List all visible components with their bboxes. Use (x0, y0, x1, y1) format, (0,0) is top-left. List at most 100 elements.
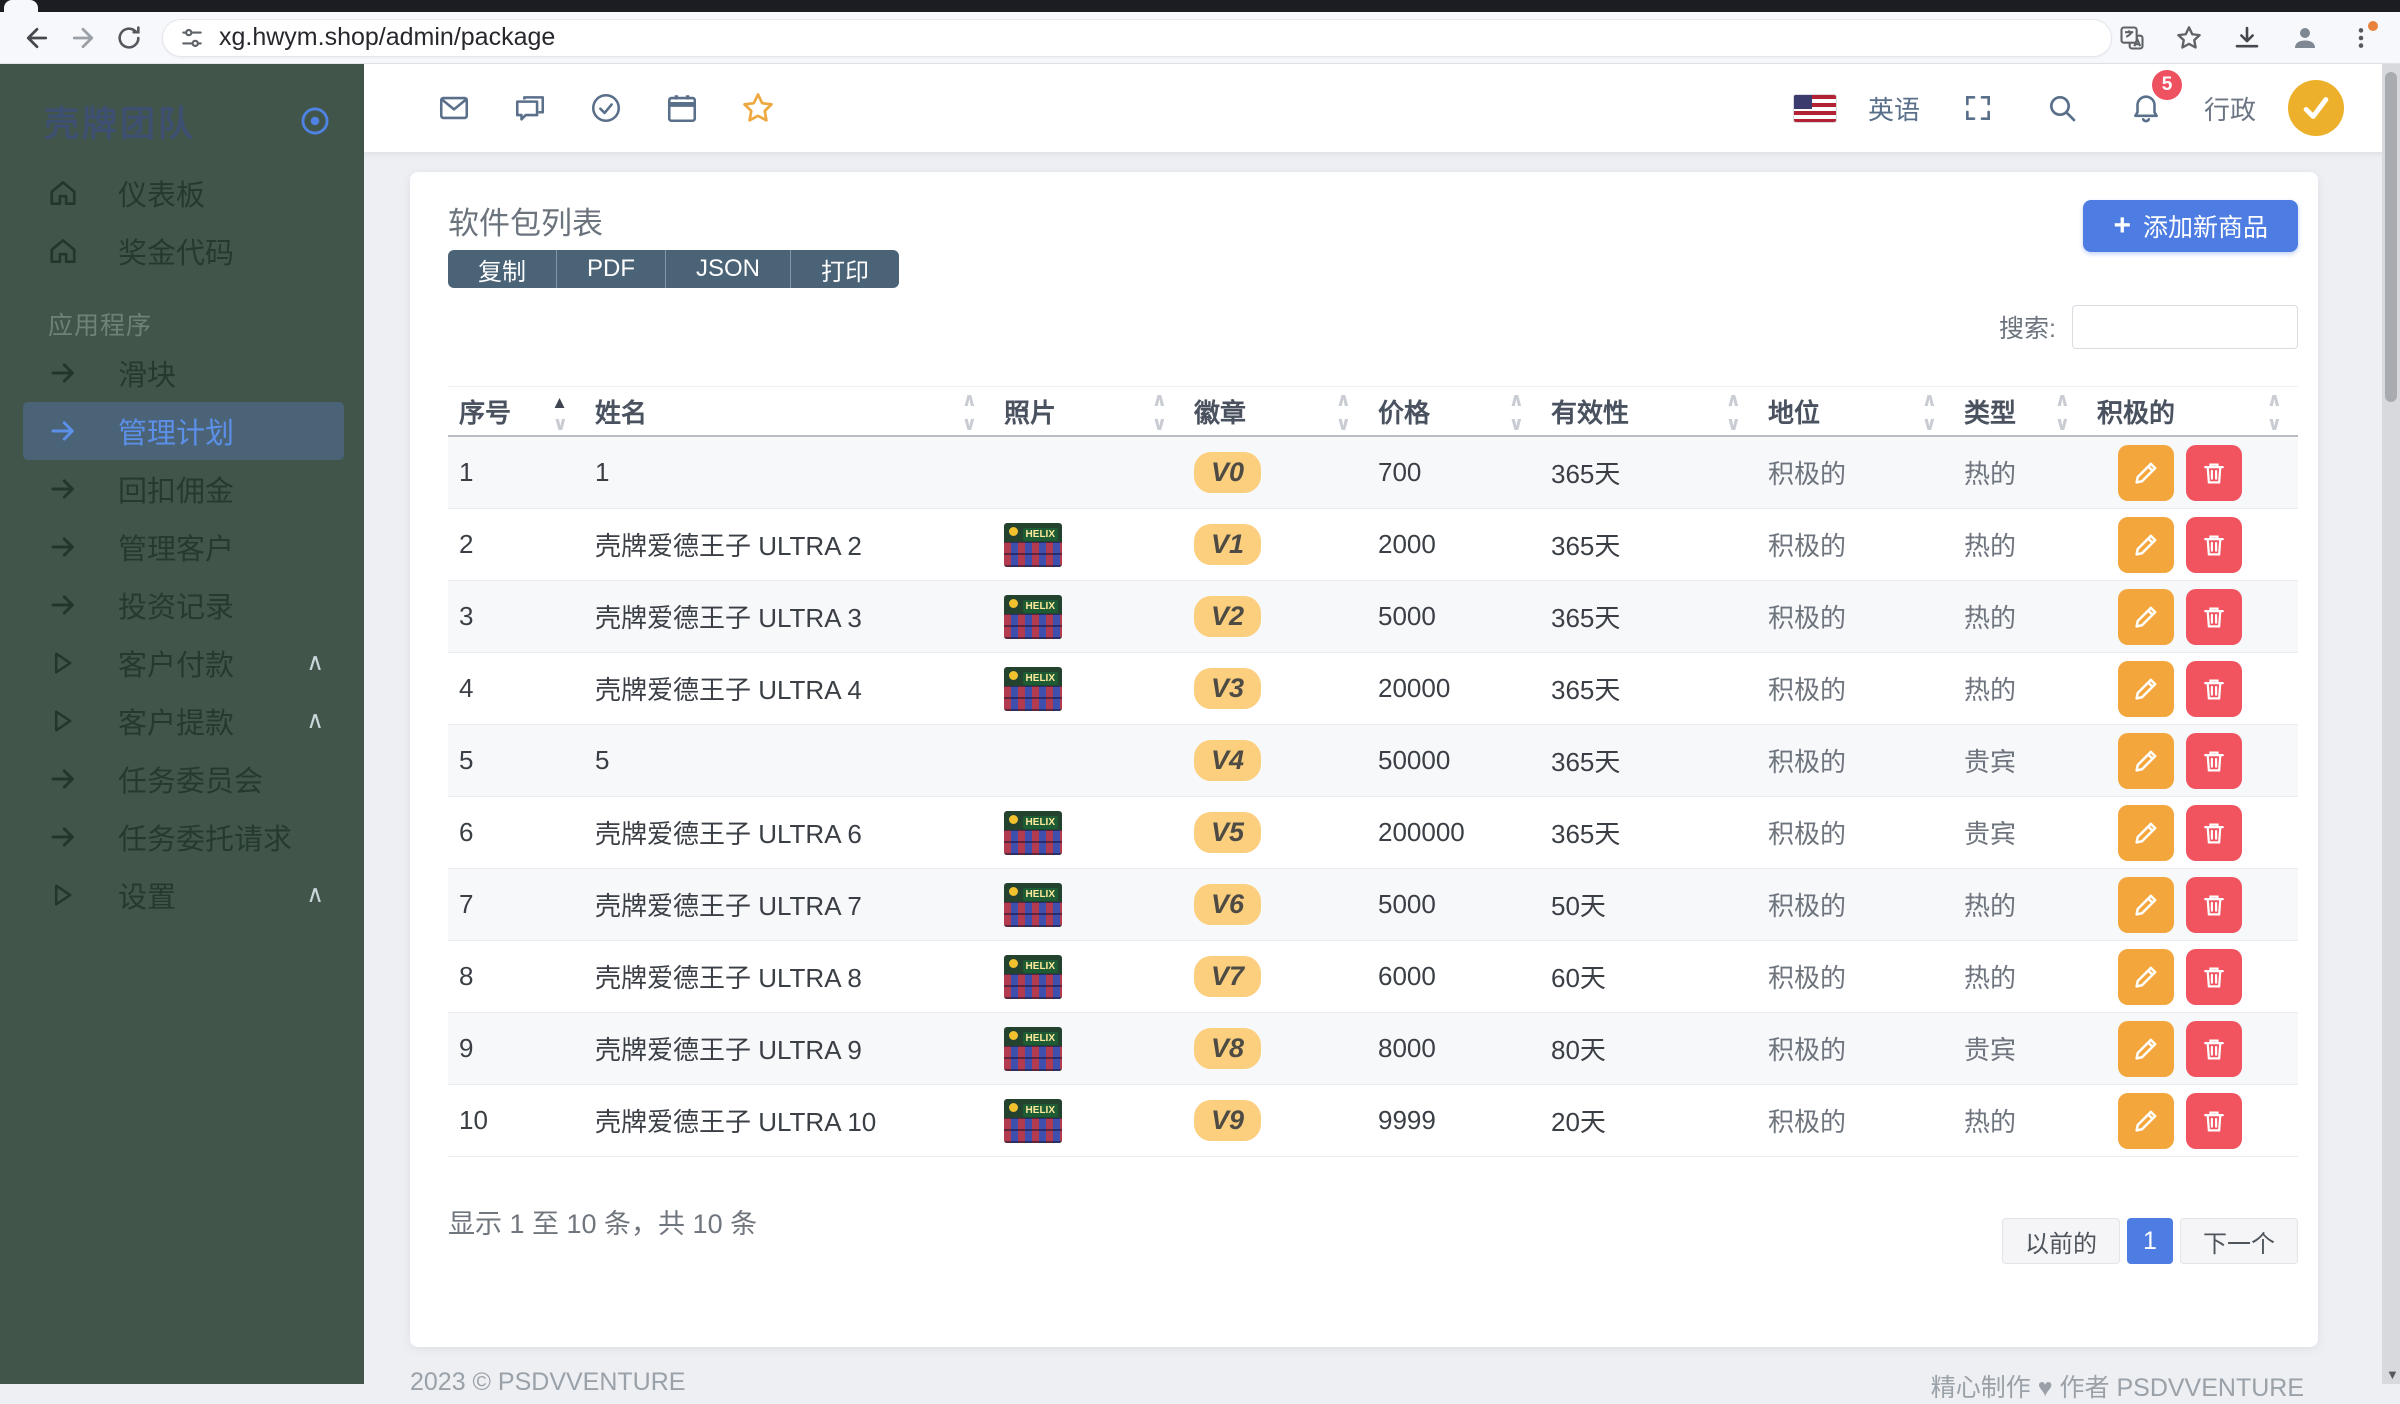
chevron-up-icon[interactable]: ∧ (306, 881, 324, 908)
edit-button[interactable] (2118, 732, 2174, 789)
search-input[interactable] (2072, 305, 2298, 349)
delete-button[interactable] (2186, 1020, 2242, 1077)
sidebar-item-3[interactable]: 管理计划 (23, 402, 344, 460)
sidebar-item-9[interactable]: 任务委员会 (0, 750, 364, 808)
edit-button[interactable] (2118, 876, 2174, 933)
export-button-2[interactable]: JSON (666, 250, 792, 288)
sort-desc-icon[interactable]: ∨ (2054, 414, 2070, 435)
sidebar-item-1[interactable]: 奖金代码 (0, 222, 364, 280)
column-header-7[interactable]: 类型 ∧ ∨ (1953, 387, 2086, 435)
sort-asc-icon[interactable]: ∧ (1725, 390, 1741, 411)
next-page-button[interactable]: 下一个 (2180, 1218, 2298, 1264)
edit-button[interactable] (2118, 660, 2174, 717)
sort-asc-icon[interactable]: ∧ (1921, 390, 1937, 411)
chevron-up-icon[interactable]: ∧ (306, 707, 324, 734)
page-scrollbar[interactable]: ▼ (2382, 64, 2400, 1384)
sidebar-item-10[interactable]: 任务委托请求 (0, 808, 364, 866)
download-icon[interactable] (2232, 23, 2262, 53)
delete-button[interactable] (2186, 444, 2242, 501)
delete-button[interactable] (2186, 876, 2242, 933)
sort-desc-icon[interactable]: ∨ (1151, 414, 1167, 435)
column-header-2[interactable]: 照片 ∧ ∨ (993, 387, 1183, 435)
column-header-8[interactable]: 积极的 ∧ ∨ (2086, 387, 2298, 435)
sidebar-item-7[interactable]: 客户付款 ∧ (0, 634, 364, 692)
chevron-up-icon[interactable]: ∧ (306, 649, 324, 676)
sidebar-item-label: 投资记录 (118, 592, 235, 624)
delete-button[interactable] (2186, 660, 2242, 717)
sort-desc-icon[interactable]: ∨ (961, 414, 977, 435)
sort-desc-icon[interactable]: ∨ (1725, 414, 1741, 435)
export-button-0[interactable]: 复制 (448, 250, 557, 288)
delete-button[interactable] (2186, 588, 2242, 645)
fullscreen-icon[interactable] (1952, 82, 2004, 134)
sort-desc-icon[interactable]: ∨ (1921, 414, 1937, 435)
column-header-5[interactable]: 有效性 ∧ ∨ (1540, 387, 1757, 435)
sort-asc-icon[interactable]: ∧ (1335, 390, 1351, 411)
sort-asc-icon[interactable]: ∧ (2054, 390, 2070, 411)
sidebar-toggle-icon[interactable] (298, 104, 332, 138)
edit-button[interactable] (2118, 588, 2174, 645)
sort-desc-icon[interactable]: ∨ (2266, 414, 2282, 435)
menu-dots-icon[interactable] (2348, 20, 2378, 51)
translate-icon[interactable] (2118, 24, 2146, 52)
column-header-4[interactable]: 价格 ∧ ∨ (1367, 387, 1540, 435)
sidebar-item-11[interactable]: 设置 ∧ (0, 866, 364, 924)
sidebar-item-8[interactable]: 客户提款 ∧ (0, 692, 364, 750)
calendar-icon[interactable] (656, 82, 708, 134)
brand-title: 壳牌团队 (44, 104, 197, 144)
sort-asc-icon[interactable]: ▲ (551, 393, 568, 412)
add-product-button[interactable]: + 添加新商品 (2083, 200, 2298, 252)
us-flag-icon[interactable] (1793, 94, 1836, 122)
sidebar-item-6[interactable]: 投资记录 (0, 576, 364, 634)
avatar[interactable] (2288, 80, 2344, 136)
sidebar-item-0[interactable]: 仪表板 (0, 164, 364, 222)
sort-asc-icon[interactable]: ∧ (2266, 390, 2282, 411)
sort-desc-icon[interactable]: ∨ (1508, 414, 1524, 435)
sort-asc-icon[interactable]: ∧ (961, 390, 977, 411)
sort-asc-icon[interactable]: ∧ (1508, 390, 1524, 411)
scrollbar-down-arrow[interactable]: ▼ (2386, 1367, 2399, 1382)
column-header-0[interactable]: 序号 ▲ ∨ (448, 387, 584, 435)
profile-icon[interactable] (2290, 23, 2320, 53)
edit-button[interactable] (2118, 804, 2174, 861)
delete-button[interactable] (2186, 1092, 2242, 1149)
chat-icon[interactable] (504, 82, 556, 134)
delete-button[interactable] (2186, 804, 2242, 861)
star-icon[interactable] (732, 82, 784, 134)
sidebar-item-4[interactable]: 回扣佣金 (0, 460, 364, 518)
bookmark-star-icon[interactable] (2174, 23, 2204, 53)
check-circle-icon[interactable] (580, 82, 632, 134)
sort-desc-icon[interactable]: ∨ (1335, 414, 1351, 435)
delete-button[interactable] (2186, 732, 2242, 789)
previous-page-button[interactable]: 以前的 (2002, 1218, 2120, 1264)
sort-asc-icon[interactable]: ∧ (1151, 390, 1167, 411)
column-header-1[interactable]: 姓名 ∧ ∨ (584, 387, 993, 435)
current-page-button[interactable]: 1 (2127, 1218, 2173, 1264)
sort-desc-icon[interactable]: ∨ (552, 414, 568, 435)
delete-button[interactable] (2186, 516, 2242, 573)
scrollbar-thumb[interactable] (2385, 72, 2397, 402)
forward-icon[interactable] (64, 19, 102, 57)
footer-copyright: 2023 © PSDVVENTURE (410, 1368, 686, 1396)
edit-button[interactable] (2118, 1020, 2174, 1077)
reload-icon[interactable] (110, 19, 148, 57)
site-settings-icon (182, 28, 202, 47)
browser-tab[interactable] (4, 0, 38, 12)
edit-button[interactable] (2118, 948, 2174, 1005)
url-bar[interactable]: xg.hwym.shop/admin/package (162, 18, 2112, 57)
export-button-3[interactable]: 打印 (791, 250, 900, 288)
edit-button[interactable] (2118, 444, 2174, 501)
mail-icon[interactable] (428, 82, 480, 134)
export-button-1[interactable]: PDF (557, 250, 666, 288)
edit-button[interactable] (2118, 1092, 2174, 1149)
language-label[interactable]: 英语 (1867, 94, 1920, 125)
search-icon[interactable] (2036, 82, 2088, 134)
sidebar-item-5[interactable]: 管理客户 (0, 518, 364, 576)
bell-icon[interactable]: 5 (2120, 70, 2182, 134)
delete-button[interactable] (2186, 948, 2242, 1005)
column-header-6[interactable]: 地位 ∧ ∨ (1757, 387, 1953, 435)
column-header-3[interactable]: 徽章 ∧ ∨ (1183, 387, 1367, 435)
edit-button[interactable] (2118, 516, 2174, 573)
sidebar-item-2[interactable]: 滑块 (0, 344, 364, 402)
back-icon[interactable] (18, 19, 56, 57)
